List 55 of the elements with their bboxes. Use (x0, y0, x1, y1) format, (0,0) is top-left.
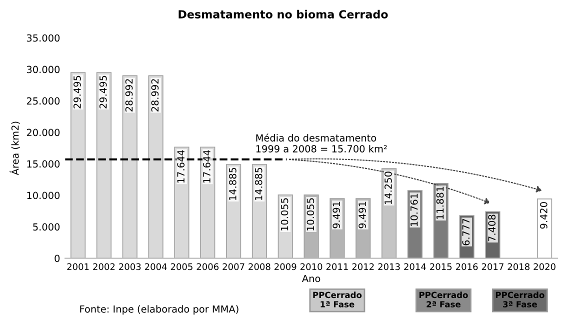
y-tick-label: 35.000 (26, 34, 60, 42)
x-tick-label: 2007 (222, 263, 244, 270)
chart-title: Desmatamento no bioma Cerrado (178, 10, 388, 18)
y-tick-label: 20.000 (26, 128, 60, 136)
y-tick-label: 30.000 (26, 66, 60, 74)
data-label: 29.495 (99, 76, 107, 108)
x-tick-label: 2004 (144, 263, 167, 270)
y-axis-title: Área (km2) (10, 122, 20, 176)
x-tick-label: 2010 (300, 263, 322, 270)
bar (70, 72, 86, 258)
ref-line-label: Média do desmatamento 1999 a 2008 = 15.700 km² (256, 134, 387, 152)
x-tick-label: 2014 (404, 263, 426, 270)
x-tick-label: 2016 (456, 263, 478, 270)
source-note: Fonte: Inpe (elaborado por MMA) (80, 305, 238, 315)
y-tick-label: 5.000 (33, 223, 60, 231)
y-tick-label: 15.000 (27, 160, 60, 168)
data-label: 28.992 (151, 79, 159, 112)
x-tick-label: 2011 (326, 263, 348, 270)
x-tick-label: 2003 (119, 263, 141, 270)
y-tick-label: 10.000 (27, 192, 60, 200)
x-axis-title: Ano (302, 274, 320, 282)
data-label: 29.495 (74, 76, 81, 108)
x-tick-label: 2020 (534, 263, 556, 270)
x-tick-label: 2009 (274, 263, 296, 270)
y-tick-label: 0 (54, 254, 60, 262)
y-tick-label: 25.000 (26, 97, 60, 105)
text: PPCerrado 2ª Fase (419, 292, 468, 308)
data-label: 14.885 (254, 168, 262, 200)
x-tick-label: 2005 (170, 263, 192, 270)
data-label: 7.408 (488, 214, 496, 242)
x-tick-label: 2018 (508, 263, 530, 270)
x-tick-label: 2012 (352, 263, 374, 270)
x-tick-label: 2013 (378, 263, 400, 270)
data-label: 9.420 (540, 202, 548, 229)
x-tick-label: 2002 (93, 263, 115, 270)
x-tick-label: 2015 (430, 263, 452, 270)
data-label: 14.250 (384, 172, 392, 204)
data-label: 10.055 (306, 198, 314, 230)
data-label: 14.885 (229, 168, 236, 200)
data-label: 17.644 (203, 150, 210, 183)
text: PPCerrado 3ª Fase (496, 292, 544, 308)
x-tick-label: 2008 (248, 263, 270, 270)
data-label: 11.881 (436, 186, 444, 219)
data-label: 17.644 (177, 150, 185, 183)
data-label: 10.055 (280, 198, 288, 230)
bar (96, 72, 112, 258)
x-tick-label: 2001 (67, 263, 89, 270)
text: PPCerrado 1ª Fase (313, 292, 362, 308)
data-label: 9.491 (332, 202, 340, 228)
data-label: 28.992 (125, 79, 133, 112)
data-label: 9.491 (358, 202, 366, 228)
data-label: 10.761 (410, 194, 418, 226)
data-label: 6.777 (462, 218, 470, 246)
x-tick-label: 2017 (482, 263, 504, 270)
x-tick-label: 2006 (196, 263, 219, 270)
